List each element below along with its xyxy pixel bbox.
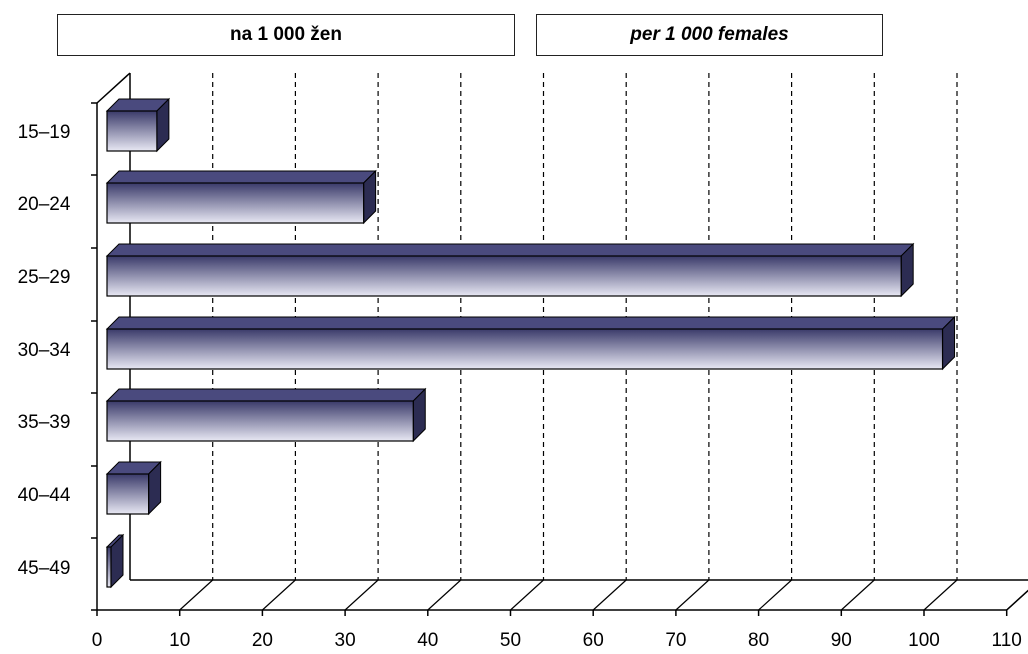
floor-line-100	[923, 579, 958, 611]
y-tick-label-15–19: 15–19	[18, 122, 71, 143]
floor-line-90	[840, 579, 875, 611]
bar-30–34	[105, 315, 956, 371]
y-tick-label-25–29: 25–29	[18, 267, 71, 288]
floor-line-40	[427, 579, 462, 611]
x-tick-label-100: 100	[908, 630, 940, 651]
x-tick-label-0: 0	[92, 630, 103, 651]
bar-top-face	[105, 316, 956, 330]
bar-front-face	[106, 328, 944, 370]
bar-front-face	[106, 255, 902, 297]
floor-line-80	[758, 579, 793, 611]
x-tick-label-20: 20	[252, 630, 273, 651]
bar-45–49	[105, 533, 125, 589]
floor-line-60	[592, 579, 627, 611]
floor-line-30	[344, 579, 379, 611]
x-tick-label-30: 30	[335, 630, 356, 651]
legend-label-local: na 1 000 žen	[230, 24, 342, 45]
x-tick-label-40: 40	[417, 630, 438, 651]
x-tick-label-110: 110	[992, 630, 1022, 651]
y-tick-label-35–39: 35–39	[18, 412, 71, 433]
x-tick-label-10: 10	[169, 630, 190, 651]
bar-top-face	[105, 170, 377, 184]
bar-front-face	[106, 182, 365, 224]
floor-line-110	[1006, 589, 1028, 611]
y-tick-label-20–24: 20–24	[18, 194, 71, 215]
bar-20–24	[105, 169, 377, 225]
floor-right-edge	[1006, 589, 1028, 611]
floor-line-50	[510, 579, 544, 611]
axis-labels: 0 10 20 30 40 50 60 70 80 90 100 110 15–19 20–24 25–29…	[18, 122, 1022, 651]
bar-35–39	[105, 387, 427, 443]
bar-top-face	[105, 243, 915, 257]
bar-front-face	[106, 546, 112, 588]
legend-box-local: na 1 000 žen	[57, 14, 515, 56]
floor-line-20	[261, 579, 296, 611]
legend-box-english: per 1 000 females	[536, 14, 883, 56]
bar-front-face	[106, 473, 150, 515]
x-tick-label-70: 70	[665, 630, 686, 651]
wall-top-connector	[96, 72, 131, 104]
y-tick-label-30–34: 30–34	[18, 340, 71, 361]
legend-label-english: per 1 000 females	[630, 24, 789, 45]
x-tick-label-80: 80	[748, 630, 769, 651]
bars	[105, 97, 956, 589]
axes	[91, 102, 1008, 616]
x-tick-label-90: 90	[831, 630, 852, 651]
x-tick-label-50: 50	[500, 630, 521, 651]
bar-25–29	[105, 242, 915, 298]
y-tick-label-40–44: 40–44	[18, 485, 71, 506]
bar-40–44	[105, 460, 162, 516]
bar-front-face	[106, 110, 158, 152]
bar-top-face	[105, 388, 427, 402]
floor-line-10	[179, 579, 214, 611]
y-tick-label-45–49: 45–49	[18, 558, 71, 579]
bar-15–19	[105, 97, 171, 153]
floor-line-70	[675, 579, 710, 611]
x-tick-label-60: 60	[583, 630, 604, 651]
bar-front-face	[106, 400, 414, 442]
